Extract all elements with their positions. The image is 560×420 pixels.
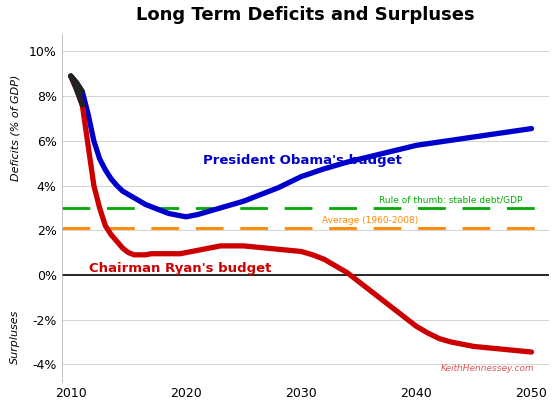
Text: KeithHennessey.com: KeithHennessey.com (440, 365, 534, 373)
Text: President Obama's budget: President Obama's budget (203, 155, 402, 168)
Text: Average (1960-2008): Average (1960-2008) (322, 215, 418, 225)
Text: Chairman Ryan's budget: Chairman Ryan's budget (89, 262, 272, 275)
Text: Surpluses: Surpluses (10, 310, 20, 364)
Text: Deficits (% of GDP): Deficits (% of GDP) (10, 74, 20, 181)
Text: Rule of thumb: stable debt/GDP: Rule of thumb: stable debt/GDP (379, 196, 522, 205)
Title: Long Term Deficits and Surpluses: Long Term Deficits and Surpluses (136, 6, 474, 24)
